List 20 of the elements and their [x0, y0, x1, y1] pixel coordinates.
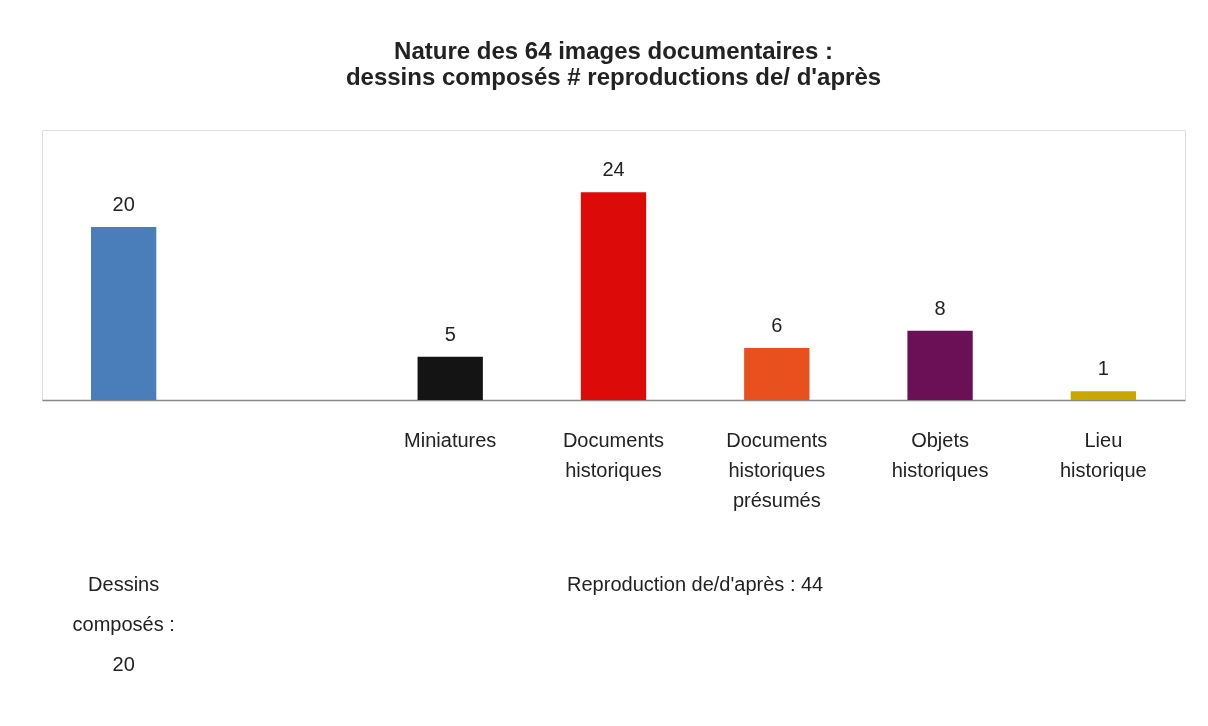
bar: [90, 226, 157, 400]
x-tick-label: Documents historiques: [562, 428, 665, 481]
x-tick-label: Objets historiques: [891, 428, 989, 481]
data-label: 8: [934, 296, 946, 319]
bar: [417, 356, 483, 400]
x-tick-label: Lieu historique: [1060, 428, 1147, 481]
data-label: 20: [112, 192, 135, 215]
bar: [907, 330, 973, 400]
bar: [580, 192, 647, 400]
bar: [1070, 391, 1137, 400]
bar: [744, 348, 810, 400]
data-label: 6: [771, 314, 783, 337]
data-label: 24: [602, 158, 625, 181]
x-tick-label: Documents historiques présumés: [726, 428, 828, 511]
chart-title: Nature des 64 images documentaires : dessins composés # reproductions de/ d'après: [345, 37, 882, 90]
data-label: 5: [444, 322, 456, 345]
x-tick-label: Miniatures: [404, 428, 497, 451]
text: Dessins composés : 20: [72, 573, 175, 675]
data-label: 1: [1097, 357, 1109, 380]
text: Reproduction de/d'après : 44: [567, 573, 824, 595]
